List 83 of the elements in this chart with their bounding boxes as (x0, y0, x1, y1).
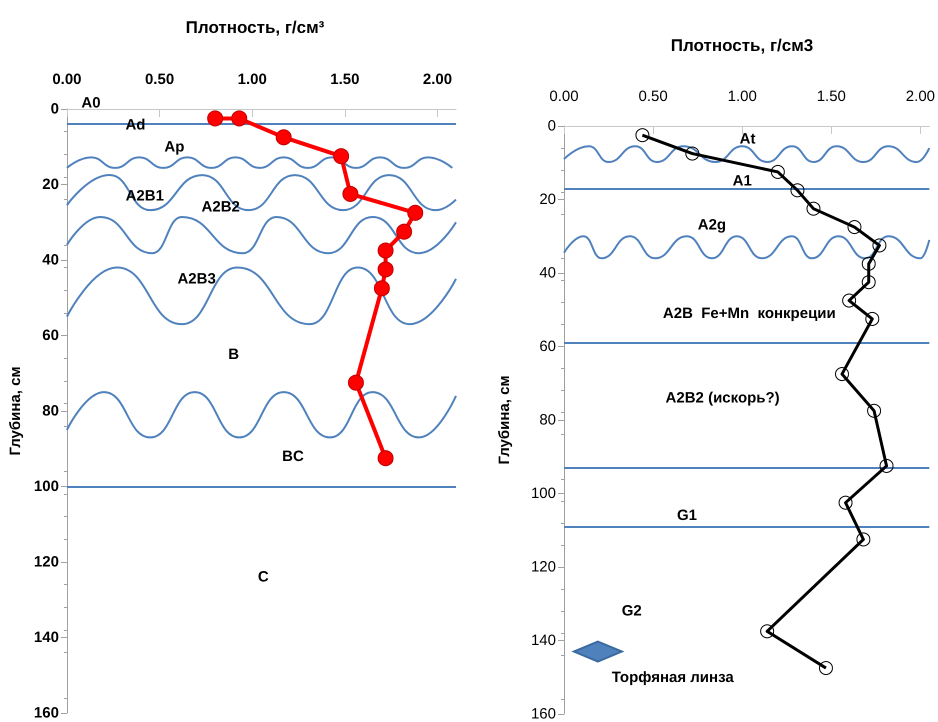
point (862, 256, 876, 271)
y-tick-label: 0 (50, 100, 59, 118)
point (842, 294, 856, 308)
point (856, 532, 870, 546)
point (231, 110, 248, 126)
y-tick-label: 40 (42, 252, 59, 268)
y-tick-label: 60 (42, 327, 59, 344)
annotation: A0 (81, 94, 101, 112)
line-series (66, 216, 457, 254)
point (847, 220, 862, 234)
point (685, 146, 700, 161)
point (333, 148, 350, 164)
x-tick-label: 0.00 (549, 88, 579, 105)
y-tick-label: 60 (539, 338, 556, 355)
annotation: A2B3 (177, 270, 216, 288)
y-axis-title: Глубина, см (7, 366, 24, 456)
y-tick-label: 40 (539, 264, 556, 282)
point (207, 110, 224, 126)
annotation: A2B Fe+Mn конкреции (662, 304, 836, 322)
x-tick-label: 1.50 (816, 88, 846, 105)
y-tick-label: 120 (530, 558, 556, 576)
y-tick-label: 20 (539, 191, 556, 208)
point (862, 275, 876, 290)
x-tick-label: 0.50 (638, 88, 668, 105)
x-tick-label: 0.50 (144, 71, 174, 88)
annotation: C (258, 568, 269, 586)
annotation: A2B2 (202, 198, 240, 216)
y-tick-label: 100 (530, 485, 556, 502)
point (635, 128, 650, 142)
x-tick-label: 1.00 (238, 71, 267, 88)
point (880, 458, 894, 473)
annotation: B (228, 346, 240, 363)
chart-title: Плотность, г/см3 (670, 36, 814, 55)
point (818, 661, 833, 676)
point (835, 367, 849, 382)
point (770, 164, 785, 179)
point (378, 242, 394, 259)
point (348, 374, 364, 391)
line-series (66, 391, 457, 438)
point (865, 312, 880, 326)
point (378, 261, 394, 278)
x-tick-label: 1.00 (728, 88, 757, 105)
y-tick-label: 160 (530, 706, 556, 722)
line-series (563, 235, 930, 260)
y-axis-title: Глубина, см (496, 375, 513, 465)
point (872, 238, 886, 252)
x-tick-label: 2.00 (422, 71, 452, 88)
annotation: At (740, 130, 756, 148)
x-tick-label: 2.00 (906, 88, 936, 105)
point (396, 224, 412, 240)
x-tick-label: 0.00 (52, 71, 82, 88)
annotation: A2g (698, 216, 726, 234)
annotation: A2B2 (искорь?) (666, 389, 780, 406)
y-tick-label: 100 (34, 478, 59, 495)
point (378, 450, 394, 466)
y-tick-label: 20 (42, 176, 59, 193)
y-tick-label: 140 (530, 632, 556, 649)
line-series (563, 145, 930, 164)
x-tick-label: 1.50 (330, 71, 360, 88)
chart-title: Плотность, г/см³ (186, 18, 325, 37)
annotation: Ap (164, 138, 184, 156)
y-tick-label: 160 (34, 704, 59, 722)
y-tick-label: 140 (34, 629, 59, 646)
point (790, 183, 804, 198)
y-tick-label: 80 (539, 412, 556, 428)
y-tick-label: 0 (548, 118, 556, 134)
line-series (66, 266, 457, 326)
annotation: G2 (622, 602, 642, 620)
point (374, 280, 390, 296)
point (838, 496, 853, 510)
point (407, 204, 424, 221)
point (760, 624, 774, 638)
annotation: BC (282, 448, 304, 465)
annotation: G1 (676, 507, 697, 524)
line-series (66, 174, 457, 212)
y-tick-label: 120 (34, 554, 59, 570)
point (867, 404, 882, 418)
point (342, 186, 358, 202)
point (276, 129, 292, 146)
y-tick-label: 80 (42, 402, 59, 420)
annotation: A1 (732, 172, 752, 190)
annotation: Торфяная линза (612, 668, 734, 686)
point (806, 202, 820, 216)
